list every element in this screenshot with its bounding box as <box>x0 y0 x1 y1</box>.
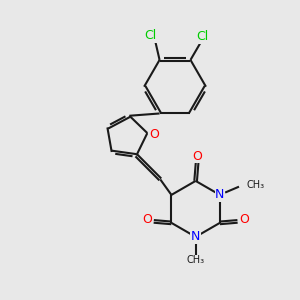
Text: O: O <box>192 150 202 163</box>
Text: CH₃: CH₃ <box>246 180 265 190</box>
Text: Cl: Cl <box>145 29 157 42</box>
Text: O: O <box>142 213 152 226</box>
Text: N: N <box>191 230 200 243</box>
Text: N: N <box>215 188 225 201</box>
Text: O: O <box>149 128 159 141</box>
Text: O: O <box>239 213 249 226</box>
Text: Cl: Cl <box>196 31 208 44</box>
Text: CH₃: CH₃ <box>187 255 205 266</box>
